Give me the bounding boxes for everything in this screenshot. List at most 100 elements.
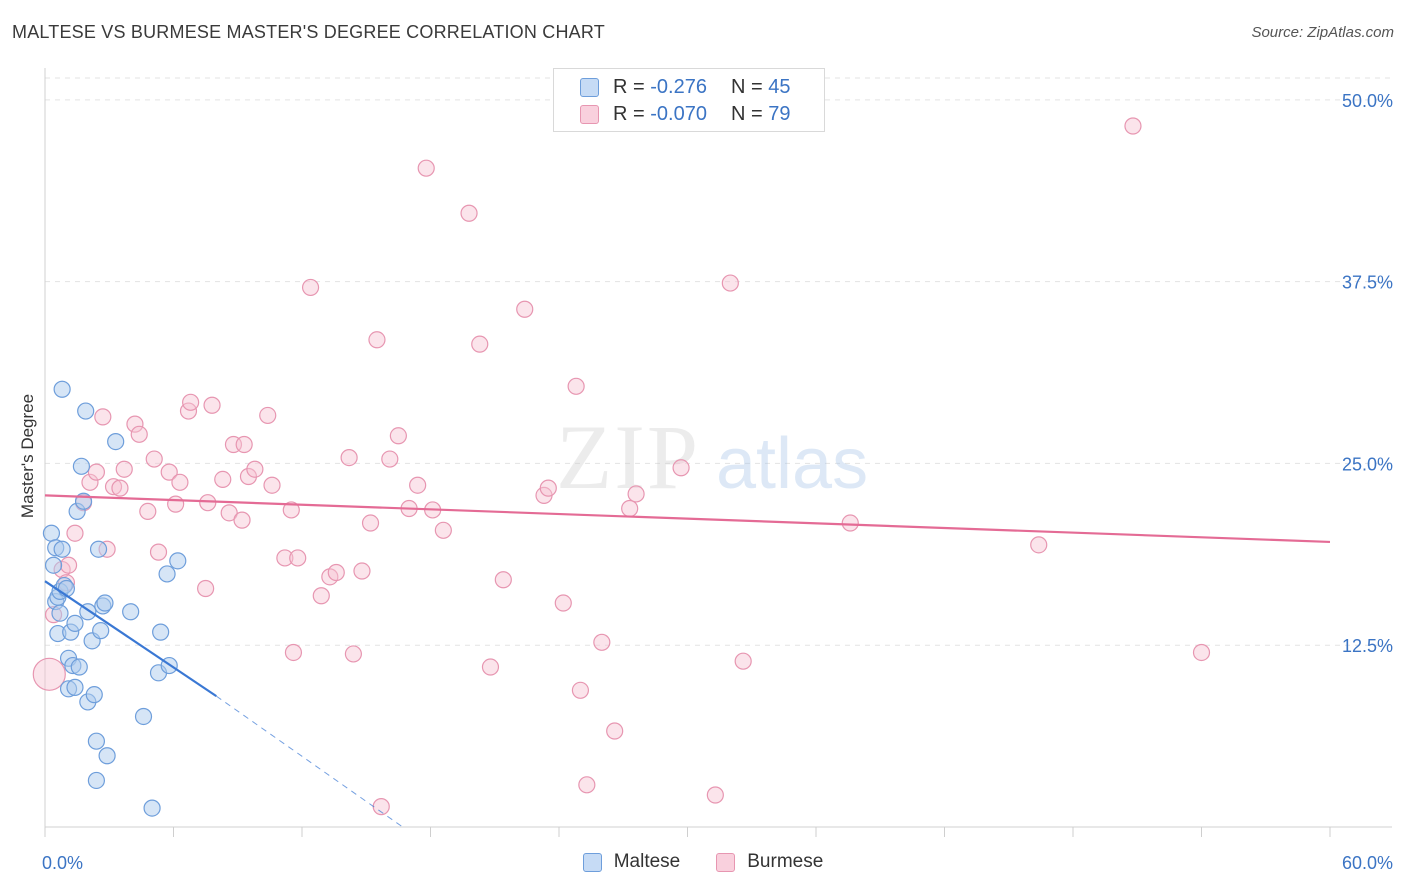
burmese-point <box>409 476 427 494</box>
burmese-point <box>381 450 399 468</box>
r-label: R = <box>613 75 651 98</box>
maltese-point <box>77 402 95 420</box>
maltese-point <box>158 565 176 583</box>
burmese-point <box>721 274 739 292</box>
burmese-point <box>593 633 611 651</box>
burmese-point <box>259 406 277 425</box>
burmese-point <box>220 504 238 522</box>
maltese-point <box>98 747 116 765</box>
y-tick-label: 50.0% <box>1342 91 1393 111</box>
burmese-point <box>481 658 500 676</box>
maltese-point <box>42 524 61 542</box>
burmese-point <box>171 473 189 491</box>
r-label: R = <box>613 102 651 125</box>
maltese-swatch <box>580 77 599 97</box>
n-value-maltese: 45 <box>768 75 791 98</box>
trend-lines <box>44 494 1331 828</box>
stats-row-burmese: R = -0.070 N = 79 <box>580 101 791 127</box>
maltese-point <box>70 658 88 676</box>
burmese-point <box>434 521 452 539</box>
legend-label-burmese: Burmese <box>747 851 824 872</box>
burmese-point <box>246 460 264 478</box>
burmese-point <box>263 476 281 494</box>
burmese-point <box>578 776 596 794</box>
burmese-point <box>139 502 157 521</box>
chart-title: MALTESE VS BURMESE MASTER'S DEGREE CORRE… <box>12 22 605 42</box>
maltese-point <box>85 686 103 704</box>
burmese-point <box>417 159 435 177</box>
y-tick-label: 12.5% <box>1342 636 1393 656</box>
watermark-zip: ZIP <box>556 406 700 508</box>
burmese-point <box>1192 643 1211 662</box>
maltese-point <box>72 457 91 475</box>
burmese-point <box>167 495 185 513</box>
burmese-point <box>197 579 215 598</box>
maltese-point <box>51 604 69 622</box>
tick-labels: 12.5% 25.0% 37.5% 50.0% 0.0% 60.0% <box>42 91 1393 873</box>
y-tick-label: 25.0% <box>1342 454 1393 474</box>
burmese-point <box>145 450 163 468</box>
n-label: N = <box>731 75 769 98</box>
axes <box>44 68 1392 837</box>
source-label: Source: ZipAtlas.com <box>1251 24 1394 41</box>
burmese-point <box>126 415 144 433</box>
n-value-burmese: 79 <box>768 102 791 125</box>
burmese-point <box>111 479 129 497</box>
burmese-point <box>672 459 690 477</box>
maltese-point <box>87 732 106 750</box>
maltese-point <box>66 678 84 696</box>
burmese-point <box>182 393 200 411</box>
maltese-legend-swatch <box>582 852 602 872</box>
burmese-point <box>59 556 78 574</box>
burmese-swatch <box>580 104 599 124</box>
r-value-maltese: -0.276 <box>650 75 707 98</box>
maltese-point <box>53 380 71 398</box>
burmese-point <box>327 563 345 582</box>
maltese-point <box>44 556 63 574</box>
maltese-point <box>57 579 76 598</box>
burmese-point <box>282 501 300 519</box>
grid-lines <box>45 77 1392 646</box>
y-axis-label: Master's Degree <box>18 394 37 518</box>
burmese-point <box>606 722 624 740</box>
burmese-point <box>340 448 358 467</box>
legend-item-burmese[interactable]: Burmese <box>716 851 823 873</box>
maltese-point <box>152 623 170 641</box>
maltese-trend-line <box>44 580 217 698</box>
maltese-point <box>107 432 125 451</box>
burmese-points <box>32 117 1211 816</box>
burmese-point <box>344 645 362 663</box>
watermark-atlas: atlas <box>716 424 868 504</box>
maltese-point <box>53 540 71 558</box>
stats-legend: R = -0.276 N = 45 R = -0.070 N = 79 <box>553 68 825 132</box>
maltese-point <box>134 707 153 726</box>
burmese-point <box>160 463 178 481</box>
burmese-point <box>734 652 752 670</box>
burmese-trend-line <box>44 494 1331 544</box>
burmese-point <box>301 278 320 297</box>
burmese-point <box>276 549 294 567</box>
burmese-point <box>516 300 534 318</box>
burmese-point <box>841 514 859 532</box>
burmese-legend-swatch <box>716 852 736 872</box>
maltese-point <box>66 614 84 632</box>
burmese-point <box>149 543 168 561</box>
burmese-point <box>32 657 66 691</box>
burmese-point <box>233 511 251 529</box>
burmese-point <box>1030 536 1048 554</box>
burmese-point <box>494 571 512 589</box>
n-label: N = <box>731 102 769 125</box>
burmese-point <box>235 435 253 454</box>
burmese-point <box>361 514 380 532</box>
maltese-points <box>42 380 187 817</box>
burmese-point <box>353 562 371 580</box>
burmese-point <box>539 479 557 497</box>
maltese-point <box>143 799 161 817</box>
maltese-point <box>169 552 187 570</box>
burmese-point <box>203 396 221 414</box>
burmese-point <box>94 408 112 426</box>
burmese-point <box>460 204 478 222</box>
legend-item-maltese[interactable]: Maltese <box>582 851 680 873</box>
watermark: ZIP atlas <box>556 406 868 508</box>
burmese-point <box>627 485 645 503</box>
